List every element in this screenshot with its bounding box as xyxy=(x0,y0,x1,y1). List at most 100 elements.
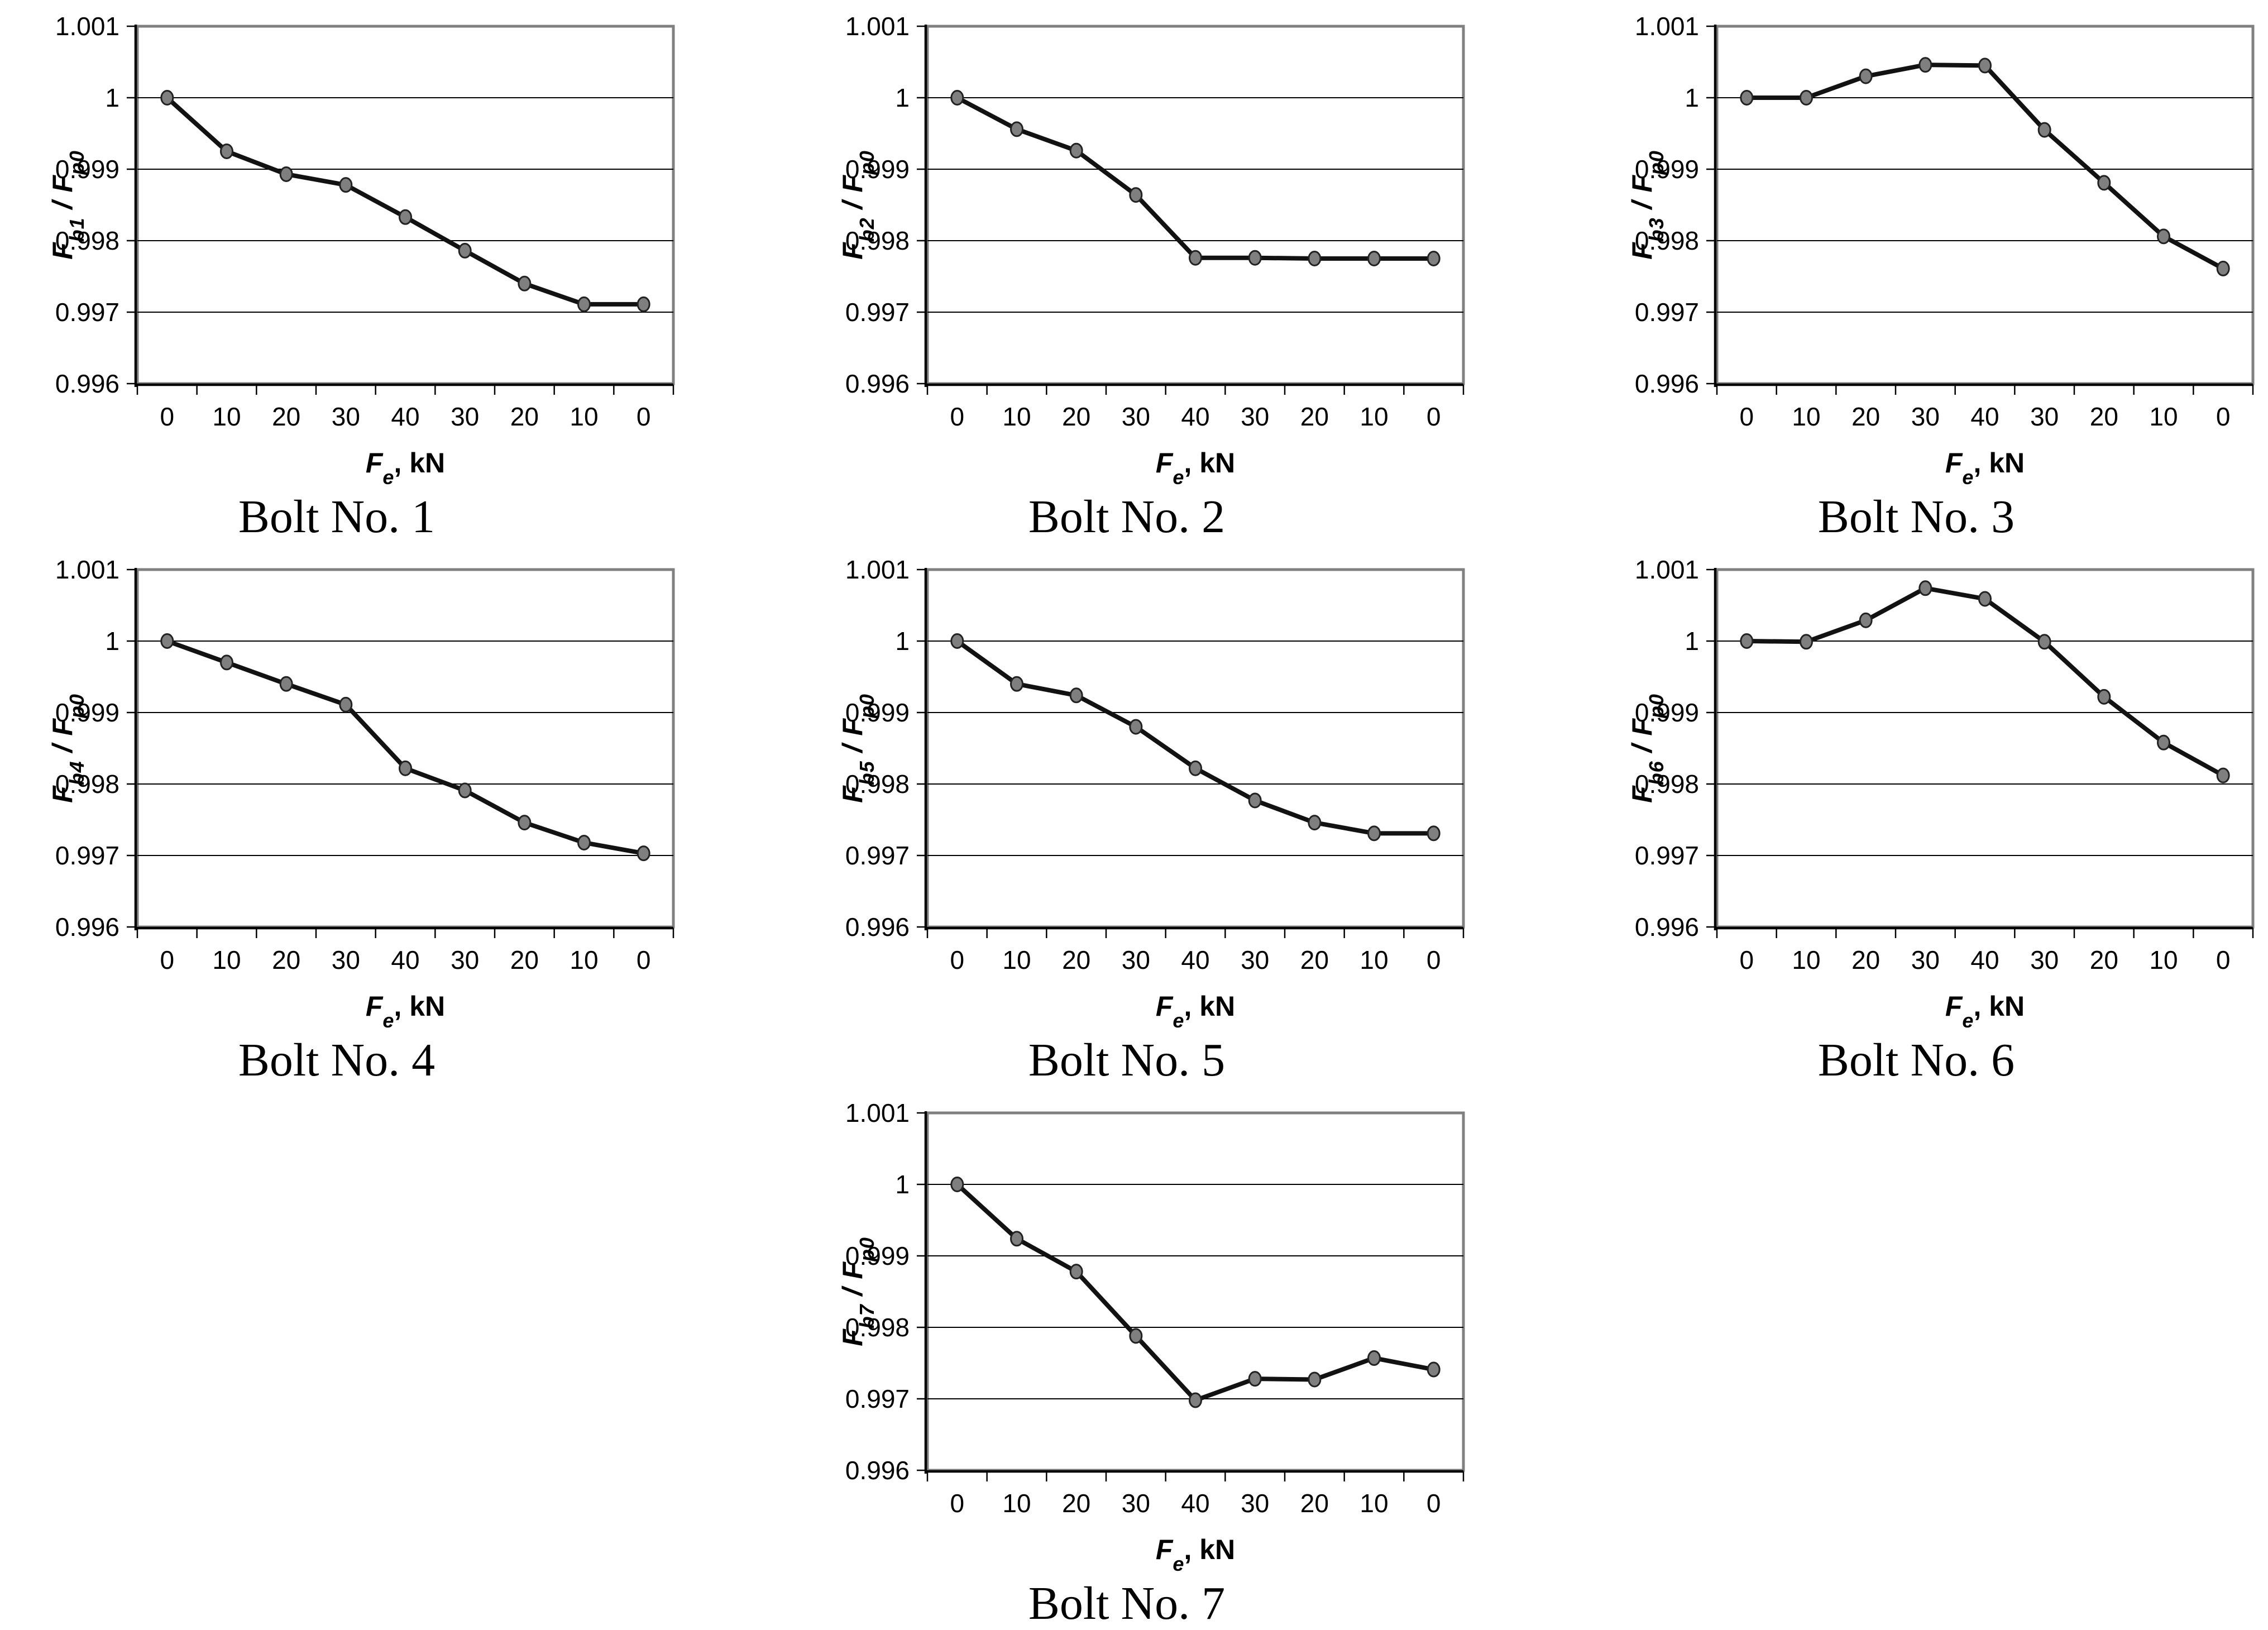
y-tick-label-1: 1 xyxy=(895,627,910,656)
x-tick-label-7: 10 xyxy=(570,402,598,431)
plot-area xyxy=(1715,25,2255,385)
data-point-2 xyxy=(1859,612,1873,628)
x-tick-label-6: 20 xyxy=(510,945,539,974)
x-tick-label-7: 10 xyxy=(570,945,598,974)
x-tick-label-3: 30 xyxy=(332,945,360,974)
data-point-7 xyxy=(1367,1350,1381,1366)
data-point-2 xyxy=(279,166,293,182)
y-axis-title: Fb4 / Fp0 xyxy=(46,694,88,803)
x-tick-label-7: 10 xyxy=(2149,402,2178,431)
y-axis-title: Fb3 / Fp0 xyxy=(1626,150,1668,260)
x-tick-label-1: 10 xyxy=(1002,1489,1031,1518)
y-axis-title-symbol2: F xyxy=(1626,718,1658,736)
x-tick-label-1: 10 xyxy=(212,945,241,974)
y-axis-title: Fb6 / Fp0 xyxy=(1626,694,1668,803)
y-tick-label-1: 1 xyxy=(105,627,119,656)
data-point-5 xyxy=(458,242,472,259)
x-tick-label-0: 0 xyxy=(160,945,175,974)
y-axis-title-subscript: b3 xyxy=(1645,217,1668,242)
x-tick-label-8: 0 xyxy=(1427,945,1441,974)
data-point-4 xyxy=(1189,250,1202,266)
y-tick-label-0.996: 0.996 xyxy=(845,369,910,398)
x-tick-label-6: 20 xyxy=(2090,945,2118,974)
data-point-1 xyxy=(1010,1231,1023,1247)
y-axis-title-subscript2: p0 xyxy=(855,1237,878,1262)
data-point-4 xyxy=(1978,591,1992,607)
y-tick-label-0.998: 0.998 xyxy=(1635,769,1699,799)
y-tick-label-0.998: 0.998 xyxy=(845,226,910,255)
y-axis-title-symbol2: F xyxy=(1626,175,1658,193)
x-axis-title: Fe, kN xyxy=(1945,447,2025,487)
data-point-7 xyxy=(2157,228,2170,245)
x-axis-title-symbol: F xyxy=(1155,991,1173,1022)
chart-title: Bolt No. 4 xyxy=(238,1034,436,1086)
data-point-6 xyxy=(2097,689,2111,705)
x-axis-title-unit: , kN xyxy=(394,447,446,479)
y-tick-label-1.001: 1.001 xyxy=(55,12,119,41)
data-point-0 xyxy=(1740,90,1754,106)
chart-bolt-1-cell: 1.001 1 0.999 0.998 0.997 0.996 0 10 20 30 40 30 20 1… xyxy=(0,0,756,543)
chart-bolt-7-cell: 1.001 1 0.999 0.998 0.997 0.996 0 10 20 30 40 30 20 1… xyxy=(790,1087,1546,1630)
y-axis-title-subscript: b7 xyxy=(855,1304,878,1329)
x-tick-label-4: 40 xyxy=(1181,945,1209,974)
y-tick-label-0.999: 0.999 xyxy=(55,155,119,184)
y-axis-title: Fb5 / Fp0 xyxy=(836,694,878,803)
data-point-8 xyxy=(1427,251,1441,266)
x-axis-title-subscript: e xyxy=(1962,466,1974,489)
y-axis-title-symbol: F xyxy=(837,242,868,260)
data-point-8 xyxy=(2216,260,2230,276)
x-tick-label-4: 40 xyxy=(391,945,419,974)
x-axis-title-symbol: F xyxy=(1945,447,1963,479)
x-tick-label-3: 30 xyxy=(332,402,360,431)
y-tick-label-0.996: 0.996 xyxy=(55,369,119,398)
y-axis-title-separator: / xyxy=(47,192,78,218)
data-point-8 xyxy=(637,845,650,862)
chart-bolt-5-cell: 1.001 1 0.999 0.998 0.997 0.996 0 10 20 30 40 30 20 1… xyxy=(790,543,1546,1087)
x-tick-label-2: 20 xyxy=(1062,1489,1090,1518)
y-tick-label-0.998: 0.998 xyxy=(845,769,910,799)
y-axis-title-symbol: F xyxy=(1626,242,1658,260)
x-axis-title-symbol: F xyxy=(1155,447,1173,479)
chart-bolt-4-cell: 1.001 1 0.999 0.998 0.997 0.996 0 10 20 30 40 30 20 1… xyxy=(0,543,756,1087)
x-axis-title: Fe, kN xyxy=(1945,990,2025,1031)
x-axis-title-unit: , kN xyxy=(394,991,446,1022)
x-axis-title-symbol: F xyxy=(365,447,383,479)
data-point-2 xyxy=(1069,1264,1083,1280)
x-tick-label-5: 30 xyxy=(1241,1489,1269,1518)
y-axis-title-subscript2: p0 xyxy=(1645,150,1668,175)
y-tick-label-0.998: 0.998 xyxy=(1635,226,1699,255)
y-axis-title-subscript2: p0 xyxy=(65,694,88,719)
x-tick-label-5: 30 xyxy=(2030,402,2059,431)
x-tick-label-7: 10 xyxy=(1360,402,1388,431)
y-axis-title-subscript2: p0 xyxy=(855,694,878,719)
x-tick-label-1: 10 xyxy=(1792,402,1820,431)
x-tick-label-7: 10 xyxy=(1360,945,1388,974)
x-tick-label-0: 0 xyxy=(950,1489,965,1518)
data-point-3 xyxy=(1918,580,1932,596)
x-tick-label-0: 0 xyxy=(1740,402,1754,431)
y-tick-label-0.996: 0.996 xyxy=(845,1456,910,1485)
data-point-8 xyxy=(637,296,650,312)
y-axis-title-separator: / xyxy=(1626,735,1658,761)
x-tick-label-1: 10 xyxy=(212,402,241,431)
plot-area xyxy=(136,568,675,929)
y-axis-title-subscript: b2 xyxy=(855,217,878,242)
data-point-5 xyxy=(1248,250,1262,266)
chart-bolt-5-plot: 1.001 1 0.999 0.998 0.997 0.996 0 10 20 30 40 30 20 1… xyxy=(845,555,1465,974)
x-tick-label-6: 20 xyxy=(2090,402,2118,431)
x-tick-label-2: 20 xyxy=(1062,945,1090,974)
data-point-6 xyxy=(1308,1371,1322,1388)
y-tick-label-1.001: 1.001 xyxy=(1635,12,1699,41)
data-point-8 xyxy=(2216,767,2230,783)
data-point-6 xyxy=(1308,251,1322,266)
y-tick-label-0.997: 0.997 xyxy=(845,841,910,870)
data-point-5 xyxy=(1248,792,1262,809)
y-tick-label-1: 1 xyxy=(1685,627,1699,656)
x-tick-label-7: 10 xyxy=(2149,945,2178,974)
y-tick-label-0.999: 0.999 xyxy=(845,1241,910,1270)
data-point-5 xyxy=(2037,634,2051,650)
data-point-0 xyxy=(160,633,174,649)
x-axis-title-symbol: F xyxy=(1945,991,1963,1022)
y-tick-label-1: 1 xyxy=(895,83,910,112)
